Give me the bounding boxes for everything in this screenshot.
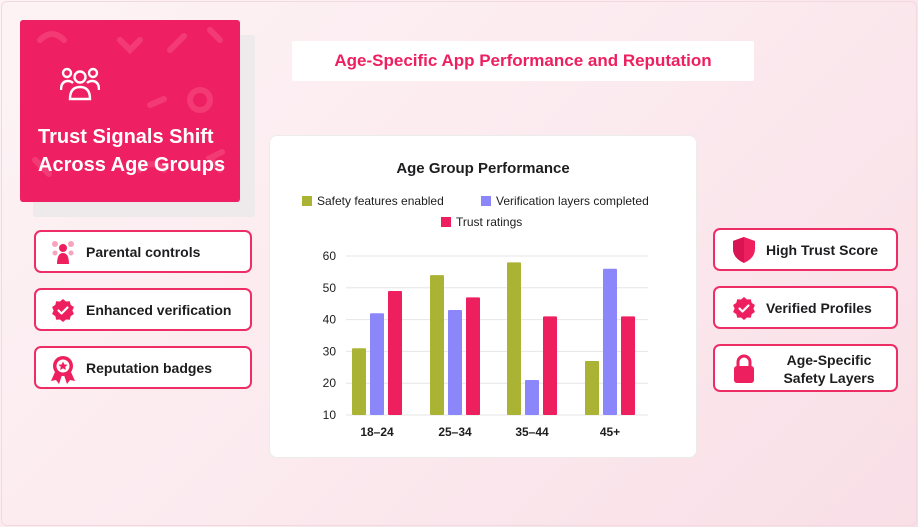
feature-label: Enhanced verification [86,302,232,318]
page-title: Age-Specific App Performance and Reputat… [292,41,754,81]
legend-swatch [441,217,451,227]
y-tick-label: 60 [323,249,337,263]
x-axis: 18–24 25–34 35–44 45+ [360,425,620,439]
x-tick-label: 25–34 [438,425,472,439]
chart-title: Age Group Performance [396,160,569,177]
bar [388,290,402,415]
bar [603,268,617,415]
bar [370,313,384,415]
bar [525,380,539,415]
bar [543,316,557,415]
feature-label: High Trust Score [766,242,879,258]
y-tick-label: 40 [323,313,337,327]
legend-label: Verification layers completed [496,194,649,208]
lock-icon [733,354,755,384]
chart-card: Age Group Performance Safety features en… [269,135,697,458]
feature-reputation-badges: Reputation badges [34,346,252,389]
bar-chart: Age Group Performance Safety features en… [302,160,649,439]
verified-badge-icon [732,296,756,320]
y-tick-label: 50 [323,281,337,295]
bar [352,348,366,415]
legend-label: Safety features enabled [317,194,444,208]
legend-item: Trust ratings [441,215,522,229]
y-tick-label: 20 [323,376,337,390]
verified-badge-icon [51,298,75,322]
feature-label: Age-Specific Safety Layers [783,352,875,386]
bar [430,275,444,415]
ribbon-badge-icon [50,354,76,384]
feature-verified-profiles: Verified Profiles [713,286,898,329]
bar [466,297,480,415]
feature-age-specific-safety-layers: Age-Specific Safety Layers [713,344,898,392]
bar [448,310,462,415]
people-group-icon [60,67,100,101]
feature-label: Verified Profiles [766,300,872,316]
legend-label: Trust ratings [456,215,522,229]
x-tick-label: 18–24 [360,425,394,439]
feature-enhanced-verification: Enhanced verification [34,288,252,331]
feature-high-trust-score: High Trust Score [713,228,898,271]
shield-icon [731,236,757,264]
bar [585,360,599,415]
family-icon [50,239,76,265]
bar [507,262,521,415]
x-tick-label: 35–44 [515,425,549,439]
hero-title: Trust Signals Shift Across Age Groups [38,126,226,176]
chart-bars [352,262,635,415]
legend-item: Safety features enabled [302,194,444,208]
hero-card: Trust Signals Shift Across Age Groups [20,20,240,202]
x-tick-label: 45+ [600,425,620,439]
hero-pattern [32,27,225,177]
y-tick-label: 10 [323,408,337,422]
legend-item: Verification layers completed [481,194,649,208]
chart-legend: Safety features enabled Verification laye… [302,194,649,229]
feature-label: Parental controls [86,244,201,260]
y-tick-label: 30 [323,344,337,358]
feature-parental-controls: Parental controls [34,230,252,273]
bar [621,316,635,415]
y-axis: 10 20 30 40 50 60 [323,249,337,422]
legend-swatch [481,196,491,206]
feature-label: Reputation badges [86,360,213,376]
legend-swatch [302,196,312,206]
